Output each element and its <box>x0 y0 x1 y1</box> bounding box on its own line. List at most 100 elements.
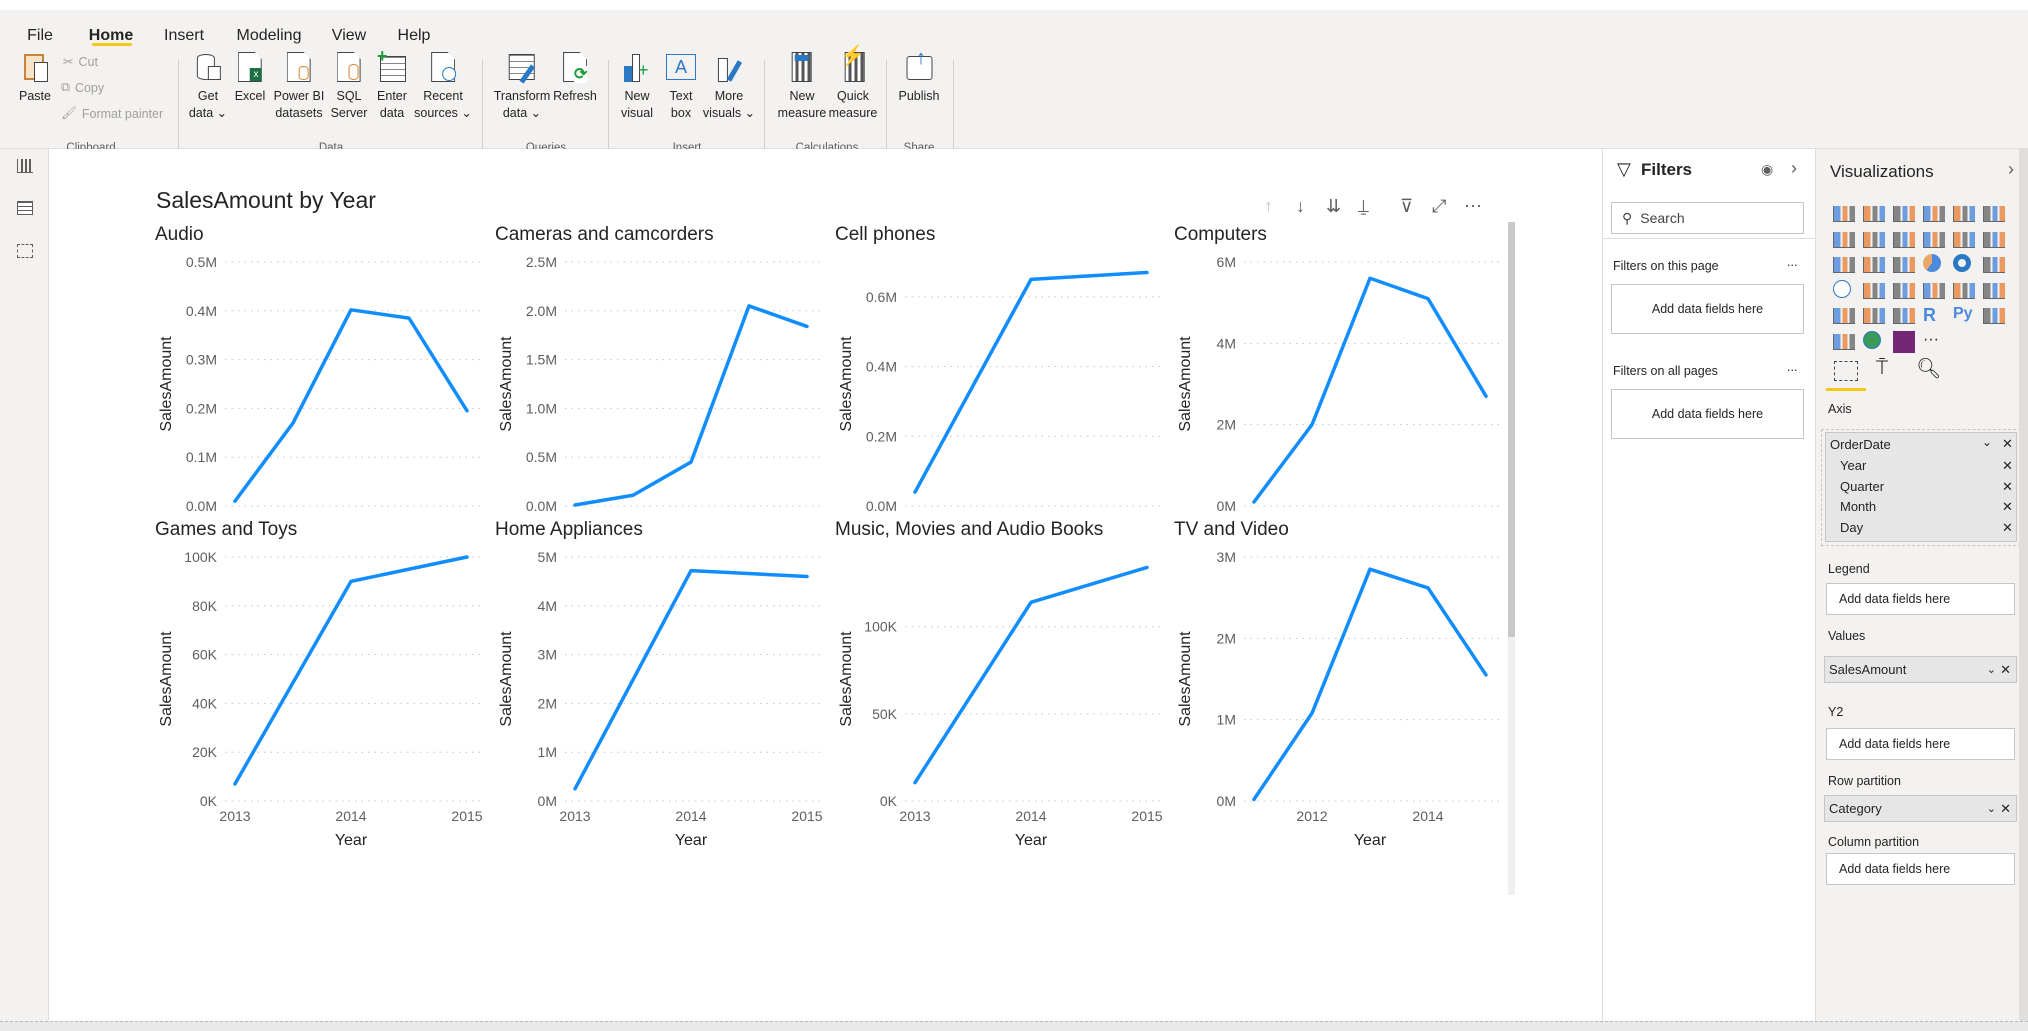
data-point[interactable] <box>233 782 237 786</box>
panel-cameras-and-camcorders[interactable]: Cameras and camcorders SalesAmount 0.0M 0.5… <box>495 220 835 560</box>
filter-search-input[interactable]: ⚲ Search <box>1611 202 1804 234</box>
series-line[interactable] <box>233 308 469 503</box>
format-painter-button[interactable]: 🖌 Format painter <box>61 106 163 121</box>
matrix-icon[interactable] <box>1893 308 1915 324</box>
collapse-visualizations-chevron-icon[interactable]: › <box>2008 159 2014 179</box>
text-box-button[interactable]: A Text box <box>666 52 696 122</box>
filters-all-pages-drop-zone[interactable]: Add data fields here <box>1611 389 1804 439</box>
series-line[interactable] <box>233 555 469 786</box>
line-stacked-column-icon[interactable] <box>1923 231 1945 248</box>
kpi-icon[interactable] <box>1983 282 2005 299</box>
pane-scrollbar[interactable] <box>2019 149 2028 1021</box>
data-point[interactable] <box>349 308 353 312</box>
row-partition-field-category[interactable]: Category ⌄ ✕ <box>1824 795 2017 822</box>
values-field-salesamount[interactable]: SalesAmount ⌄ ✕ <box>1824 656 2017 683</box>
map-icon[interactable] <box>1833 279 1851 298</box>
hierarchy-level-month[interactable]: Month <box>1840 499 1877 514</box>
data-point[interactable] <box>291 421 295 425</box>
multi-row-card-icon[interactable] <box>1953 282 1975 299</box>
hierarchy-level-quarter[interactable]: Quarter <box>1840 479 1885 494</box>
100-stacked-bar-icon[interactable] <box>1953 206 1975 222</box>
drill-up-icon[interactable]: ↑ <box>1264 196 1273 216</box>
panel-music-movies-and-audio-books[interactable]: Music, Movies and Audio Books SalesAmount… <box>835 515 1175 855</box>
data-point[interactable] <box>1252 500 1256 504</box>
data-point[interactable] <box>805 575 809 579</box>
data-view-icon[interactable] <box>17 201 33 215</box>
visual-scrollbar-thumb[interactable] <box>1508 222 1515 637</box>
tab-help[interactable]: Help <box>397 27 431 44</box>
refresh-button[interactable]: ⟳ Refresh <box>553 52 597 105</box>
gauge-icon[interactable] <box>1893 282 1915 299</box>
data-point[interactable] <box>1484 394 1488 398</box>
chevron-down-icon[interactable]: ⌄ <box>1986 803 1996 815</box>
power-bi-datasets-button[interactable]: Power BI datasets <box>274 52 324 122</box>
data-point[interactable] <box>1029 600 1033 604</box>
tab-modeling[interactable]: Modeling <box>236 27 302 44</box>
data-point[interactable] <box>1368 276 1372 280</box>
clustered-column-icon[interactable] <box>1923 206 1945 222</box>
card-icon[interactable] <box>1923 282 1945 299</box>
data-point[interactable] <box>913 490 917 494</box>
data-point[interactable] <box>631 493 635 497</box>
custom-visual-icon[interactable] <box>1893 330 1915 353</box>
collapse-filters-chevron-icon[interactable]: › <box>1791 158 1797 178</box>
axis-well[interactable]: OrderDate ⌄ ✕ Year ✕ Quarter ✕ Month ✕ D… <box>1821 429 2021 546</box>
remove-field-icon[interactable]: ✕ <box>2000 800 2011 816</box>
copy-button[interactable]: ⧉ Copy <box>61 80 104 95</box>
more-icon[interactable]: ... <box>1787 360 1798 374</box>
area-icon[interactable] <box>1863 231 1885 248</box>
data-point[interactable] <box>573 787 577 791</box>
100-stacked-column-icon[interactable] <box>1983 206 2005 222</box>
scatter-icon[interactable] <box>1893 257 1915 273</box>
remove-level-icon[interactable]: ✕ <box>2002 479 2013 494</box>
cut-button[interactable]: ✂ Cut <box>63 54 98 70</box>
qa-icon[interactable] <box>1833 333 1855 350</box>
remove-level-icon[interactable]: ✕ <box>2002 520 2013 535</box>
get-data-button[interactable]: Get data ⌄ <box>189 52 227 122</box>
more-visuals-button[interactable]: More visuals ⌄ <box>703 52 755 122</box>
remove-field-icon[interactable]: ✕ <box>2000 661 2011 677</box>
data-point[interactable] <box>689 569 693 573</box>
chevron-down-icon[interactable]: ⌄ <box>1982 435 1993 449</box>
treemap-icon[interactable] <box>1983 257 2005 273</box>
ribbon-icon[interactable] <box>1983 231 2005 248</box>
drill-down-icon[interactable]: ↓ <box>1296 196 1305 216</box>
data-point[interactable] <box>1310 711 1314 715</box>
waterfall-icon[interactable] <box>1833 257 1855 273</box>
recent-sources-button[interactable]: Recent sources ⌄ <box>414 52 472 122</box>
data-point[interactable] <box>1426 586 1430 590</box>
data-point[interactable] <box>573 503 577 507</box>
data-point[interactable] <box>1252 797 1256 801</box>
tab-file[interactable]: File <box>27 27 53 44</box>
data-point[interactable] <box>1145 565 1149 569</box>
filled-map-icon[interactable] <box>1863 282 1885 299</box>
pie-icon[interactable] <box>1923 254 1941 272</box>
r-script-icon[interactable]: R <box>1923 305 1936 325</box>
visual-filter-icon[interactable]: ⊽ <box>1400 196 1414 216</box>
focus-mode-icon[interactable]: ⤢ <box>1432 196 1447 216</box>
funnel-icon[interactable] <box>1863 257 1885 273</box>
panel-tv-and-video[interactable]: TV and Video SalesAmount 0M 1M 2M 3M 2012 2014 Y… <box>1174 515 1514 855</box>
slicer-icon[interactable] <box>1833 308 1855 324</box>
quick-measure-button[interactable]: ⚡ Quick measure <box>829 46 878 122</box>
tab-home[interactable]: Home <box>88 27 134 44</box>
more-icon[interactable]: ... <box>1787 255 1798 269</box>
data-point[interactable] <box>1426 297 1430 301</box>
data-point[interactable] <box>1310 423 1314 427</box>
data-point[interactable] <box>349 579 353 583</box>
panel-games-and-toys[interactable]: Games and Toys SalesAmount 0K 20K 40K 60K 80K 1… <box>155 515 495 855</box>
table-icon[interactable] <box>1863 308 1885 324</box>
remove-field-icon[interactable]: ✕ <box>2002 436 2013 451</box>
remove-level-icon[interactable]: ✕ <box>2002 458 2013 473</box>
stacked-area-icon[interactable] <box>1893 231 1915 248</box>
excel-button[interactable]: x Excel <box>235 52 265 105</box>
data-point[interactable] <box>465 409 469 413</box>
legend-well[interactable]: Add data fields here <box>1826 583 2015 615</box>
fields-tab-icon[interactable] <box>1834 361 1858 381</box>
data-point[interactable] <box>1484 673 1488 677</box>
data-point[interactable] <box>407 316 411 320</box>
data-point[interactable] <box>1029 277 1033 281</box>
hierarchy-level-year[interactable]: Year <box>1840 458 1867 473</box>
python-icon[interactable]: Py <box>1953 305 1973 322</box>
analytics-magnifier-icon[interactable]: 🔍︎ <box>1916 358 1942 380</box>
